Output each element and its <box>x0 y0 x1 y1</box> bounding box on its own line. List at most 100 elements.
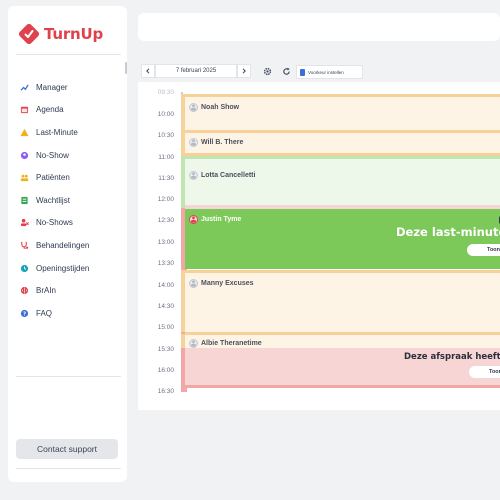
user-x-icon <box>20 218 29 227</box>
avatar-icon <box>189 171 198 180</box>
sidebar-item-label: Behandelingen <box>36 240 90 250</box>
sidebar-item-behandelingen[interactable]: Behandelingen <box>20 234 126 257</box>
chevron-right-icon <box>242 68 246 74</box>
time-label: 13:30 <box>157 260 174 267</box>
avatar-icon <box>189 279 198 288</box>
sidebar-item-no-shows[interactable]: No-Shows <box>20 212 126 235</box>
calendar-grid: 09:30 10:00 10:30 11:00 11:30 12:00 12:3… <box>138 82 500 410</box>
no-show-banner-title: Deze afspraak heeft een <box>404 352 500 362</box>
appointment-albie-theranetime[interactable]: Albie Theranetime <box>185 332 500 348</box>
clock-icon <box>20 264 29 273</box>
appointment-lotta-cancelletti[interactable]: Lotta Cancelletti <box>185 156 500 205</box>
appointment-name: Will B. There <box>201 139 244 146</box>
chevron-left-icon <box>146 68 150 74</box>
appointment-name: Lotta Cancelletti <box>201 172 256 179</box>
status-column <box>181 270 187 332</box>
no-show-show-button[interactable]: Toon <box>469 366 500 378</box>
date-picker[interactable]: 7 februari 2025 <box>155 64 237 78</box>
last-minute-show-button[interactable]: Toon <box>467 244 500 256</box>
users-icon <box>20 173 29 182</box>
sidebar-item-label: BrAIn <box>36 286 57 296</box>
document-icon <box>300 68 305 76</box>
sidebar-item-label: Manager <box>36 82 68 92</box>
appointment-name: Justin Tyme <box>201 216 242 223</box>
time-label: 14:30 <box>157 303 174 310</box>
sidebar-item-faq[interactable]: ? FAQ <box>20 302 126 325</box>
next-day-button[interactable] <box>237 64 251 78</box>
preferences-button-label: Voorkeur instellen <box>308 69 344 75</box>
status-column <box>181 334 187 348</box>
turnup-logo-icon <box>18 23 40 45</box>
warning-icon <box>20 128 29 137</box>
no-show-banner[interactable] <box>185 348 500 388</box>
time-label: 16:00 <box>157 367 174 374</box>
sidebar-nav: Manager Agenda Last-Minute No-Show Patië… <box>20 76 126 325</box>
time-label: 15:30 <box>157 346 174 353</box>
sidebar-item-label: No-Shows <box>36 218 73 228</box>
sidebar-item-last-minute[interactable]: Last-Minute <box>20 121 126 144</box>
sidebar-divider <box>16 54 121 55</box>
sidebar-item-agenda[interactable]: Agenda <box>20 99 126 122</box>
sidebar-item-openingstijden[interactable]: Openingstijden <box>20 257 126 280</box>
settings-button[interactable] <box>261 65 273 77</box>
time-label: 11:30 <box>158 175 174 182</box>
calendar-icon <box>20 105 29 114</box>
brain-icon <box>20 286 29 295</box>
time-label: 09:30 <box>157 89 174 96</box>
list-icon <box>20 196 29 205</box>
no-show-icon <box>20 151 29 160</box>
sidebar-item-patienten[interactable]: Patiënten <box>20 166 126 189</box>
appointment-manny-excuses[interactable]: Manny Excuses <box>185 270 500 332</box>
time-label: 12:00 <box>157 196 174 203</box>
avatar-icon <box>189 339 198 348</box>
appointment-noah-show[interactable]: Noah Show <box>185 94 500 133</box>
appointment-justin-tyme[interactable]: Justin Tyme <box>185 209 500 269</box>
refresh-icon <box>282 67 290 75</box>
sidebar-item-manager[interactable]: Manager <box>20 76 126 99</box>
time-label: 10:00 <box>157 111 174 118</box>
appointment-will-b-there[interactable]: Will B. There <box>185 133 500 156</box>
sidebar-item-label: Wachtlijst <box>36 195 70 205</box>
sidebar-item-label: FAQ <box>36 308 53 318</box>
sidebar-divider <box>16 376 121 377</box>
sidebar-item-label: Openingstijden <box>36 263 90 273</box>
status-separator <box>185 205 500 209</box>
last-minute-banner-title: Deze last-minute <box>396 225 500 239</box>
status-column <box>181 94 187 156</box>
sidebar-item-label: No-Show <box>36 150 69 160</box>
sidebar-item-label: Patiënten <box>36 173 70 183</box>
sidebar-item-no-show[interactable]: No-Show <box>20 144 126 167</box>
refresh-button[interactable] <box>280 65 292 77</box>
svg-text:?: ? <box>23 311 26 317</box>
sidebar: TurnUp Manager Agenda Last-Minute No-Sho… <box>8 6 127 482</box>
avatar-icon <box>189 215 198 224</box>
app-name: TurnUp <box>44 25 104 43</box>
sidebar-item-brain[interactable]: BrAIn <box>20 279 126 302</box>
time-label: 10:30 <box>157 132 174 139</box>
status-column <box>181 156 187 208</box>
sidebar-scrollbar[interactable] <box>125 62 127 74</box>
sidebar-divider <box>16 468 121 469</box>
sidebar-item-wachtlijst[interactable]: Wachtlijst <box>20 189 126 212</box>
help-icon: ? <box>20 309 29 318</box>
prev-day-button[interactable] <box>141 64 155 78</box>
sidebar-item-label: Agenda <box>36 105 64 115</box>
time-label: 15:00 <box>157 324 174 331</box>
contact-support-button[interactable]: Contact support <box>16 439 118 459</box>
logo[interactable]: TurnUp <box>18 20 103 48</box>
avatar-icon <box>189 138 198 147</box>
appointment-name: Noah Show <box>201 104 240 111</box>
gear-icon <box>263 67 271 75</box>
time-label: 14:00 <box>157 282 174 289</box>
chart-icon <box>20 83 29 92</box>
time-label: 12:30 <box>157 217 174 224</box>
avatar-icon <box>189 103 198 112</box>
stethoscope-icon <box>20 241 29 250</box>
appointment-name: Manny Excuses <box>201 280 254 287</box>
time-label: 16:30 <box>157 388 174 395</box>
appointment-name: Albie Theranetime <box>201 340 262 347</box>
time-label: 13:00 <box>157 239 174 246</box>
sidebar-item-label: Last-Minute <box>36 127 78 137</box>
preferences-button[interactable]: Voorkeur instellen <box>296 65 363 79</box>
top-bar <box>138 13 500 41</box>
